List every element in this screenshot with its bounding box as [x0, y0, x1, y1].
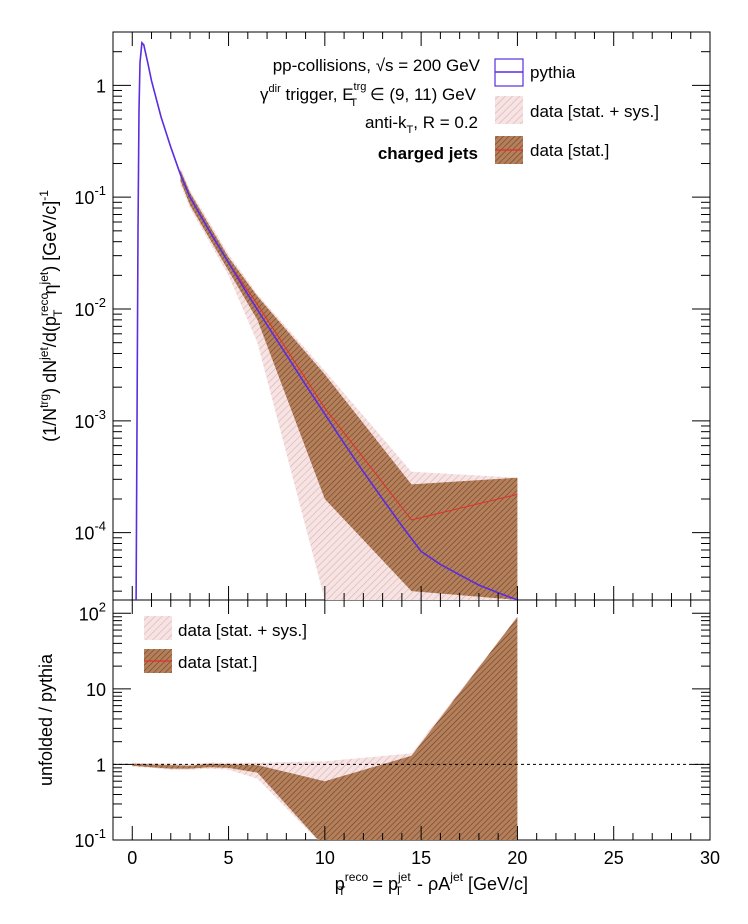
top-y-tick-label: 10-3 [74, 407, 106, 432]
top-y-tick-label: 10-1 [74, 183, 106, 208]
annotation-algorithm: anti-kT, R = 0.2 [365, 113, 478, 136]
x-tick-label: 15 [411, 848, 431, 868]
top-y-tick-label: 1 [96, 76, 106, 96]
x-tick-label: 0 [127, 848, 137, 868]
x-tick-label: 25 [604, 848, 624, 868]
top-legend: pythia data [stat. + sys.] data [stat.] [494, 58, 659, 164]
bottom-y-tick-label: 10 [86, 680, 106, 700]
legend-sys-swatch [495, 96, 523, 124]
top-y-tick-label: 10-4 [74, 519, 106, 544]
band-stat [180, 170, 518, 600]
x-tick-label: 10 [315, 848, 335, 868]
top-y-axis-label: (1/Ntrg) dNjet/d(precoT ηjet) [GeV/c]-1 [37, 190, 65, 442]
legend-stat-label: data [stat.] [530, 141, 609, 160]
bottom-y-tick-label: 10-1 [74, 826, 106, 851]
bottom-legend-stat-label: data [stat.] [178, 653, 257, 672]
bottom-data-bands [132, 616, 518, 840]
annotation-trigger: γdir trigger, Etrg T ∈ (9, 11) GeV [260, 81, 477, 109]
bottom-legend-sys-label: data [stat. + sys.] [178, 621, 307, 640]
top-data-lines [135, 40, 518, 600]
x-axis-label: preco T = pjet T - ρAjet [GeV/c] [335, 870, 528, 898]
bottom-legend: data [stat. + sys.] data [stat.] [144, 616, 307, 673]
x-tick-label: 30 [700, 848, 720, 868]
x-tick-label: 5 [224, 848, 234, 868]
axes: 0 5 10 15 20 25 30 10-4 10-3 10-2 10-1 1 10-1 1 10 102 [74, 31, 720, 868]
annotation-charged-jets: charged jets [378, 144, 478, 163]
annotations: pp-collisions, √s = 200 GeV γdir trigger… [260, 56, 481, 163]
bottom-y-tick-label: 1 [96, 755, 106, 775]
line-pythia [135, 40, 518, 600]
top-data-bands [180, 167, 518, 600]
legend-pythia-label: pythia [530, 63, 576, 82]
annotation-collisions: pp-collisions, √s = 200 GeV [273, 56, 481, 75]
bottom-y-tick-label: 102 [79, 599, 106, 624]
legend-sys-label: data [stat. + sys.] [530, 102, 659, 121]
bottom-y-axis-label: unfolded / pythia [36, 653, 56, 786]
ratio-band-stat [132, 616, 518, 840]
bottom-legend-sys-swatch [144, 616, 172, 640]
top-y-tick-label: 10-2 [74, 295, 106, 320]
x-tick-label: 20 [507, 848, 527, 868]
